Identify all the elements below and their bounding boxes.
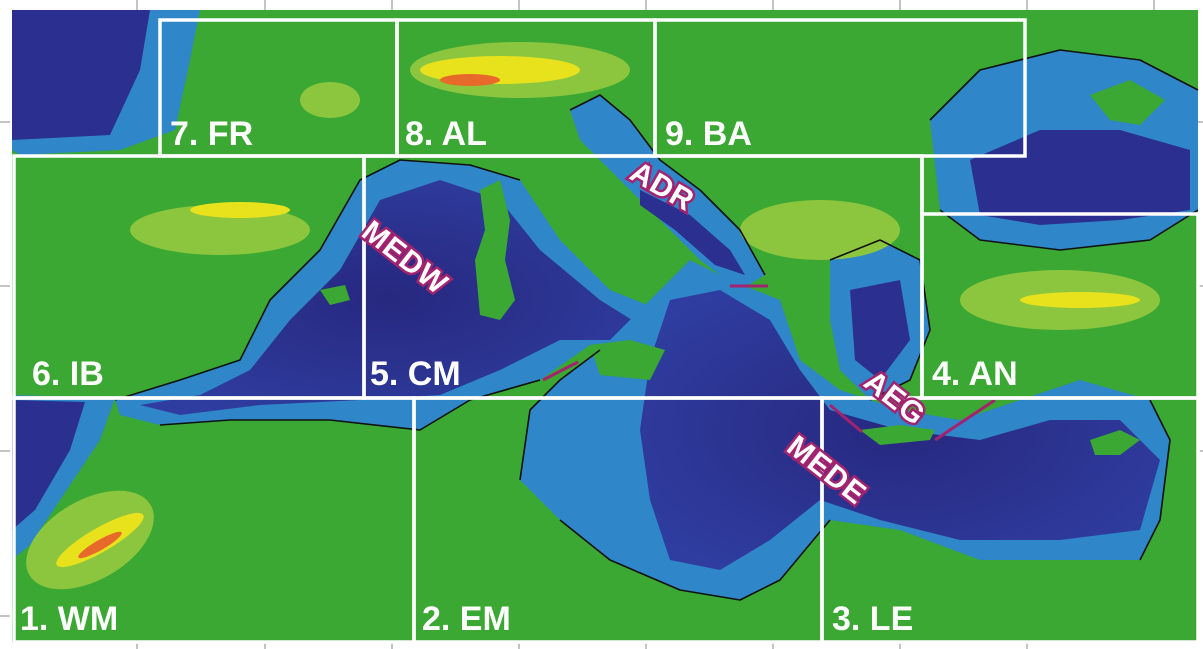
sicily xyxy=(590,340,665,380)
crimea xyxy=(1090,80,1165,125)
crete xyxy=(860,425,935,445)
region-boxes xyxy=(12,18,1200,644)
region-label-fr: 7. FR xyxy=(170,115,253,153)
western-med-deep xyxy=(140,180,640,415)
balearic xyxy=(320,285,350,305)
elevation-highlights xyxy=(26,42,1160,590)
region-label-em: 2. EM xyxy=(422,600,511,638)
sea-boundaries xyxy=(542,284,996,442)
region-label-le: 3. LE xyxy=(832,600,913,638)
region-labels: 1. WM 2. EM 3. LE 4. AN 5. CM 6. IB 7. F… xyxy=(20,115,1018,638)
region-label-an: 4. AN xyxy=(932,355,1018,393)
region-label-wm: 1. WM xyxy=(20,600,118,638)
region-label-ba: 9. BA xyxy=(665,115,752,153)
cyprus xyxy=(1090,430,1140,455)
region-label-ib: 6. IB xyxy=(32,355,104,393)
box-le xyxy=(820,396,1200,644)
region-label-cm: 5. CM xyxy=(370,355,461,393)
region-label-al: 8. AL xyxy=(405,115,487,153)
corsica-sardinia xyxy=(475,180,515,320)
